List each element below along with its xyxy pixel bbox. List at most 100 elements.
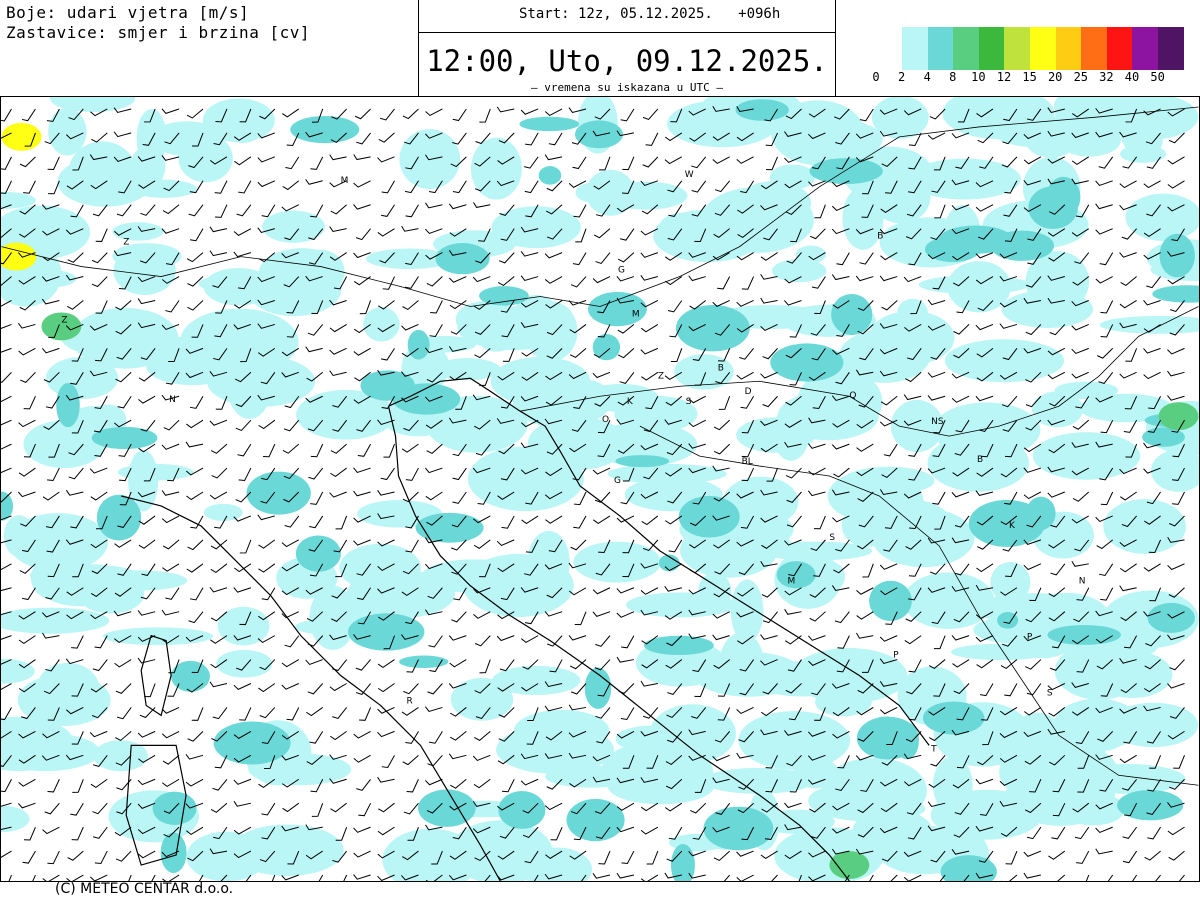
wind-barb — [18, 730, 36, 739]
wind-barb — [640, 180, 659, 187]
wind-barb — [138, 443, 156, 453]
wind-barb — [425, 824, 443, 831]
wind-barb — [1119, 585, 1137, 592]
wind-barb — [473, 539, 491, 549]
wind-barb — [1155, 874, 1161, 881]
wind-barb — [404, 132, 419, 145]
gust-area — [643, 635, 714, 656]
wind-barb — [855, 132, 874, 139]
wind-barb — [1119, 706, 1137, 714]
wind-barb — [42, 874, 60, 881]
wind-barb — [1119, 754, 1137, 764]
wind-barb — [856, 707, 874, 716]
wind-barb — [71, 635, 84, 649]
wind-barb — [976, 347, 994, 358]
wind-barb — [162, 754, 180, 765]
wind-barb — [831, 204, 850, 212]
wind-barb — [712, 515, 730, 521]
wind-barb — [140, 587, 156, 600]
wind-barb — [666, 635, 683, 647]
border-balkans — [520, 306, 1199, 437]
wind-barb — [472, 587, 491, 594]
wind-barb — [573, 491, 587, 506]
wind-barb — [19, 300, 36, 311]
wind-barb — [18, 491, 36, 498]
city-label: R — [406, 696, 412, 706]
gust-area — [479, 286, 529, 306]
wind-barb — [497, 611, 515, 620]
wind-barb — [859, 252, 874, 265]
wind-barb — [264, 755, 276, 769]
wind-barb — [1076, 587, 1090, 601]
wind-barb — [330, 730, 347, 741]
wind-barb — [520, 226, 539, 233]
wind-barb — [1124, 635, 1138, 649]
wind-barb — [18, 252, 36, 258]
wind-barb — [329, 252, 347, 261]
gust-area — [566, 798, 625, 842]
wind-barb — [1095, 515, 1113, 523]
wind-barb — [501, 324, 515, 338]
wind-barb — [928, 778, 946, 789]
wind-barb — [448, 276, 467, 283]
wind-barb — [569, 347, 587, 359]
wind-barb — [1075, 204, 1090, 218]
wind-barb — [137, 778, 156, 786]
wind-barb — [1095, 180, 1113, 187]
wind-barb — [330, 802, 347, 813]
wind-barb — [1119, 467, 1137, 475]
wind-barb — [329, 323, 347, 333]
wind-barb — [569, 659, 587, 670]
wind-barb — [403, 802, 419, 815]
wind-barb — [1005, 850, 1018, 865]
wind-barb — [1, 395, 12, 403]
gust-area — [757, 541, 873, 561]
wind-barb — [665, 276, 683, 286]
wind-barb — [186, 491, 204, 501]
wind-barb — [954, 563, 970, 576]
wind-barb — [1, 779, 12, 793]
wind-barb — [401, 395, 419, 403]
wind-barb — [664, 802, 683, 812]
valid-time: 12:00, Uto, 09.12.2025. — [426, 44, 828, 78]
wind-barb — [833, 563, 850, 574]
wind-barb — [497, 563, 515, 573]
wind-barb — [239, 611, 252, 626]
wind-barb — [114, 539, 132, 548]
wind-barb — [161, 394, 180, 401]
wind-barb — [717, 276, 731, 290]
wind-barb — [92, 707, 108, 719]
wind-barb — [738, 778, 754, 790]
wind-barb — [670, 348, 683, 363]
wind-barb — [622, 563, 635, 578]
wind-barb — [378, 300, 395, 310]
wind-barb — [1143, 108, 1161, 116]
wind-barb — [1071, 560, 1089, 567]
wind-barb — [283, 419, 300, 432]
wind-barb — [760, 443, 778, 453]
gust-area — [738, 711, 851, 770]
wind-barb — [905, 539, 922, 550]
wind-barb — [544, 108, 563, 117]
barb-legend-note: Zastavice: smjer i brzina [cv] — [6, 23, 310, 42]
legend-swatch — [927, 27, 954, 70]
wind-barb — [1, 156, 12, 170]
wind-barb — [1146, 802, 1161, 816]
wind-barb — [520, 587, 539, 593]
wind-barb — [140, 252, 156, 264]
wind-barb — [94, 850, 108, 864]
wind-barb — [425, 154, 443, 161]
wind-barb — [975, 323, 994, 331]
wind-barb — [879, 275, 898, 282]
wind-barb — [1119, 491, 1137, 501]
wind-barb — [332, 707, 348, 719]
wind-barb — [1049, 754, 1066, 766]
wind-barb — [689, 563, 707, 574]
wind-barb — [1167, 611, 1185, 619]
wind-barb — [162, 635, 180, 644]
wind-barb — [879, 635, 898, 642]
wind-barb — [332, 659, 348, 672]
wind-barb — [380, 108, 395, 121]
wind-barb — [113, 107, 132, 114]
wind-barb — [406, 659, 419, 673]
